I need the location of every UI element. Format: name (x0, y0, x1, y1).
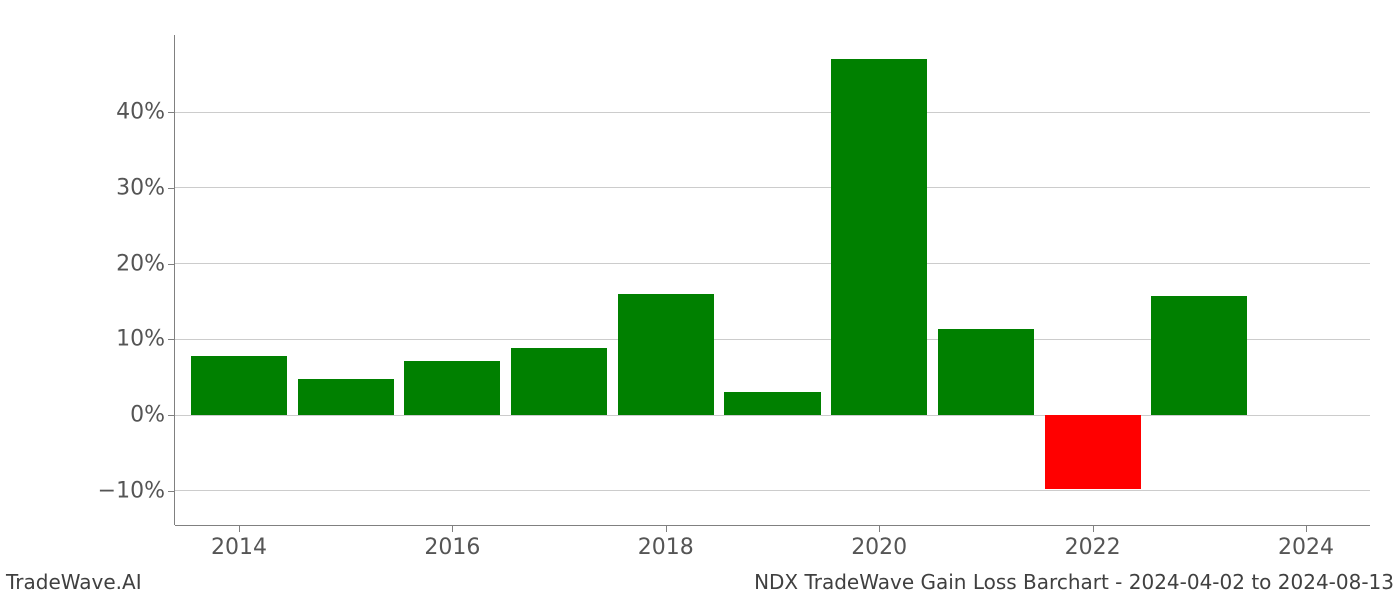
xtick-label: 2020 (851, 525, 907, 560)
xtick-label: 2024 (1278, 525, 1334, 560)
bar (404, 361, 500, 415)
xtick-label: 2016 (424, 525, 480, 560)
xtick-label: 2018 (638, 525, 694, 560)
ytick-label: 30% (116, 175, 175, 200)
bar (938, 329, 1034, 415)
grid-line (175, 187, 1370, 188)
ytick-label: −10% (98, 478, 175, 503)
bar (511, 348, 607, 415)
footer-left-text: TradeWave.AI (6, 570, 142, 594)
footer-right-text: NDX TradeWave Gain Loss Barchart - 2024-… (754, 570, 1394, 594)
xtick-label: 2014 (211, 525, 267, 560)
xtick-label: 2022 (1065, 525, 1121, 560)
grid-line (175, 263, 1370, 264)
bar (191, 356, 287, 415)
ytick-label: 10% (116, 327, 175, 352)
grid-line (175, 112, 1370, 113)
x-axis-spine (175, 525, 1370, 526)
chart-canvas: −10% 0% 10% 20% 30% 40% 2014 2016 2018 2020 2022 20… (0, 0, 1400, 600)
ytick-label: 40% (116, 100, 175, 125)
bar (618, 294, 714, 415)
plot-area: −10%0%10%20%30%40%2014201620182020202220… (175, 35, 1370, 525)
bar (298, 379, 394, 415)
ytick-label: 20% (116, 251, 175, 276)
y-axis-spine (174, 35, 175, 525)
ytick-label: 0% (130, 403, 175, 428)
grid-line (175, 490, 1370, 491)
bar (724, 392, 820, 415)
bar (1151, 296, 1247, 415)
bar (1045, 415, 1141, 488)
bar (831, 59, 927, 415)
